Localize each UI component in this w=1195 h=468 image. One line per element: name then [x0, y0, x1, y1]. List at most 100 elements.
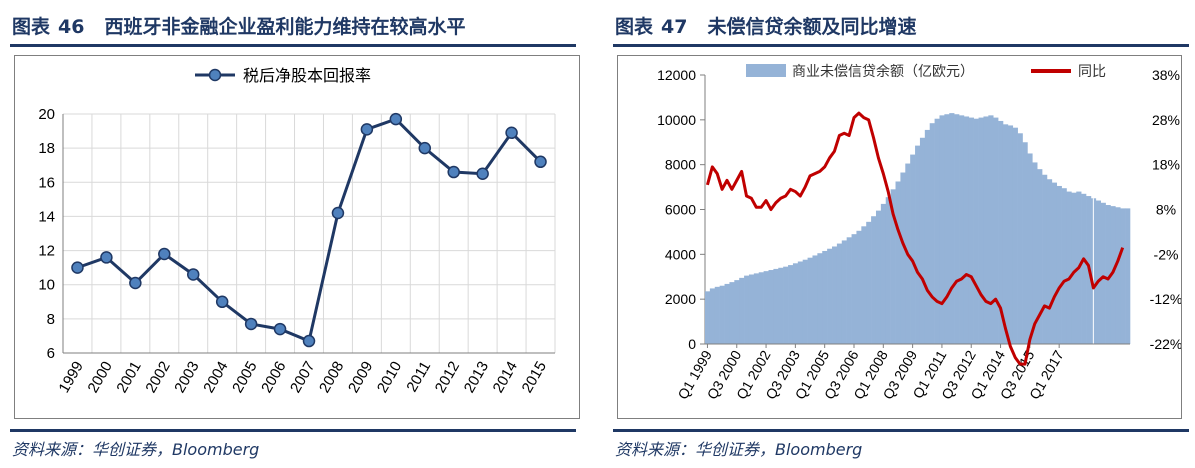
credit-bar [719, 285, 725, 344]
figure-47-number: 47 [661, 16, 688, 38]
legend-marker-swatch [208, 68, 222, 82]
y-tick-label: 16 [38, 174, 55, 191]
roe-data-point [186, 268, 200, 281]
credit-bar [851, 234, 857, 344]
credit-bar [763, 271, 769, 344]
figure-46-panel: 图表 46 西班牙非金融企业盈利能力维持在较高水平 6 8 10 12 14 16 18 20 19… [0, 0, 582, 468]
left-y-tick-label: 0 [688, 336, 696, 352]
figure-47-source: 资料来源：华创证券，Bloomberg [615, 440, 863, 459]
credit-bar [1105, 205, 1111, 344]
credit-bar [919, 137, 926, 344]
roe-data-point [389, 112, 403, 126]
credit-bar [1115, 207, 1121, 344]
y-tick-label: 18 [38, 140, 55, 157]
credit-bar [807, 257, 813, 344]
left-y-tick-label: 12000 [657, 67, 696, 83]
figure-47-prefix: 图表 [615, 16, 654, 38]
credit-bar [773, 268, 779, 344]
roe-data-point [215, 295, 229, 309]
credit-bar [915, 145, 921, 344]
credit-bar [1100, 202, 1106, 344]
x-tick-label: 2014 [490, 359, 521, 396]
credit-bar [724, 283, 730, 344]
figure-47-text: 未偿信贷余额及同比增速 [707, 16, 917, 38]
credit-bar [1110, 206, 1116, 344]
credit-bar [822, 250, 828, 344]
x-tick-label: 2011 [403, 359, 434, 395]
roe-data-point [100, 251, 113, 264]
credit-bar [929, 123, 935, 344]
credit-bar [871, 216, 877, 344]
legend-bar-swatch [746, 64, 786, 77]
figure-47-top-rule [613, 44, 1189, 47]
credit-bar [705, 291, 711, 344]
y-tick-label: 12 [38, 243, 55, 260]
credit-bar [973, 118, 979, 345]
credit-bar [988, 115, 994, 344]
credit-bar [1027, 153, 1033, 344]
left-y-tick-label: 2000 [665, 291, 696, 307]
credit-bar [709, 288, 716, 344]
credit-bar [1081, 193, 1087, 344]
credit-bar [1017, 133, 1023, 344]
credit-bar [1012, 127, 1018, 344]
roe-data-point [476, 167, 489, 180]
roe-data-point [447, 165, 460, 179]
roe-data-point [71, 261, 84, 274]
figure-46-bottom-rule [10, 429, 576, 432]
roe-data-point [129, 276, 142, 290]
credit-bar [836, 243, 843, 344]
x-tick-label: 2008 [316, 359, 347, 396]
credit-bar [778, 267, 784, 344]
credit-bar [1002, 124, 1009, 344]
credit-bar [910, 154, 916, 344]
left-y-tick-label: 6000 [665, 202, 696, 218]
figure-46-number: 46 [58, 16, 85, 38]
credit-bar [748, 274, 755, 344]
credit-bar [861, 226, 867, 344]
credit-bar [866, 221, 872, 344]
credit-bar [1007, 125, 1014, 344]
figure-47-panel: 图表 47 未偿信贷余额及同比增速 0 2000 4000 6000 8000 10000 12… [603, 0, 1195, 468]
roe-data-point [418, 141, 432, 155]
credit-bar [817, 253, 823, 344]
figure-47-title: 图表 47 未偿信贷余额及同比增速 [615, 12, 916, 39]
figure-47-frame: 0 2000 4000 6000 8000 10000 12000 -22% -12% -2% 8%… [617, 55, 1182, 419]
credit-bar [1095, 200, 1101, 344]
y-tick-label: 14 [38, 208, 55, 225]
credit-bar [797, 261, 804, 344]
x-tick-label: 2001 [113, 359, 144, 396]
credit-bar [841, 240, 847, 344]
right-y-tick-label: -12% [1150, 291, 1181, 307]
credit-bar [856, 230, 862, 344]
figure-46-title: 图表 46 西班牙非金融企业盈利能力维持在较高水平 [12, 12, 465, 39]
credit-bar [753, 273, 760, 344]
credit-bar [949, 113, 955, 344]
roe-series-line [76, 117, 542, 344]
credit-bar [963, 116, 970, 345]
figure-47-bottom-rule [613, 429, 1189, 432]
credit-bar [934, 118, 940, 345]
figure-46-text: 西班牙非金融企业盈利能力维持在较高水平 [104, 16, 466, 38]
roe-data-point [158, 247, 171, 261]
credit-bar [729, 282, 735, 344]
right-y-tick-label: -2% [1154, 246, 1179, 262]
credit-bar [983, 116, 989, 345]
legend-label: 税后净股本回报率 [243, 67, 371, 85]
figure-46-top-rule [10, 44, 576, 47]
credit-bar [783, 266, 789, 344]
x-tick-label: 2012 [432, 359, 463, 396]
x-tick-label: 2006 [258, 359, 289, 396]
credit-bar [1042, 174, 1048, 344]
x-tick-label: 2013 [461, 359, 492, 396]
credit-bar [959, 115, 965, 344]
credit-bar [788, 265, 794, 344]
credit-bar [885, 197, 891, 344]
credit-bar [993, 117, 999, 344]
x-tick-label: 2009 [345, 359, 376, 396]
right-y-tick-label: 8% [1156, 202, 1176, 218]
credit-bar [944, 114, 950, 344]
y-tick-label: 20 [38, 106, 55, 123]
roe-data-point [360, 123, 374, 136]
roe-data-point [331, 206, 345, 220]
